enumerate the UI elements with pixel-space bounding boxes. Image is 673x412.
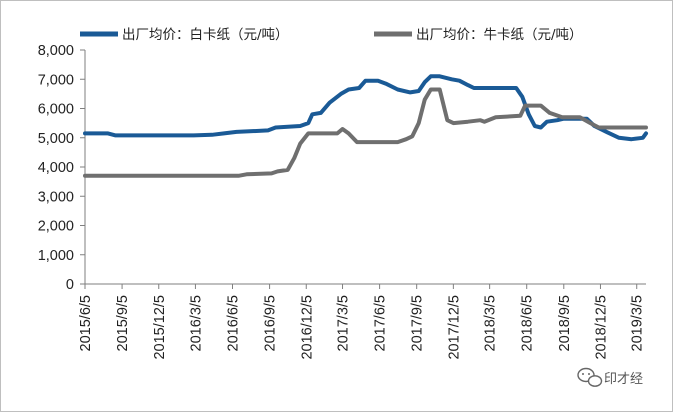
x-tick-label: 2017/3/5 xyxy=(336,295,352,351)
y-axis-ticks: 0 1,000 2,000 3,000 4,000 5,000 6,000 7,000 8,00… xyxy=(38,43,85,293)
y-tick-label: 7,000 xyxy=(38,72,74,88)
x-tick-label: 2015/12/5 xyxy=(152,295,168,360)
watermark: 印才经 xyxy=(577,367,643,387)
wechat-icon xyxy=(577,367,603,387)
x-tick-label: 2017/9/5 xyxy=(410,295,426,351)
x-tick-label: 2015/6/5 xyxy=(78,295,94,351)
x-tick-label: 2018/6/5 xyxy=(520,295,536,351)
legend: 出厂均价：白卡纸（元/吨） 出厂均价：牛卡纸（元/吨） xyxy=(80,27,583,43)
y-tick-label: 1,000 xyxy=(38,248,74,264)
y-tick-label: 4,000 xyxy=(38,160,74,176)
y-tick-label: 6,000 xyxy=(38,102,74,118)
x-tick-label: 2018/9/5 xyxy=(557,295,573,351)
plot-area xyxy=(83,74,648,178)
legend-label-kraft-board: 出厂均价：牛卡纸（元/吨） xyxy=(416,27,583,43)
x-tick-label: 2015/9/5 xyxy=(115,295,131,351)
legend-item-kraft-board: 出厂均价：牛卡纸（元/吨） xyxy=(374,27,583,43)
y-tick-label: 8,000 xyxy=(38,43,74,59)
x-tick-label: 2016/6/5 xyxy=(226,295,242,351)
series-line-kraft-board xyxy=(83,87,648,178)
y-tick-label: 5,000 xyxy=(38,131,74,147)
watermark-text: 印才经 xyxy=(604,372,643,387)
x-tick-label: 2018/3/5 xyxy=(483,295,499,351)
x-axis-ticks: 2015/6/5 2015/9/5 2015/12/5 2016/3/5 2016/6/… xyxy=(78,284,646,360)
y-tick-label: 3,000 xyxy=(38,189,74,205)
x-tick-label: 2017/6/5 xyxy=(373,295,389,351)
legend-item-white-board: 出厂均价：白卡纸（元/吨） xyxy=(80,27,289,43)
x-tick-label: 2016/3/5 xyxy=(188,295,204,351)
x-tick-label: 2019/3/5 xyxy=(630,295,646,351)
legend-label-white-board: 出厂均价：白卡纸（元/吨） xyxy=(122,27,289,43)
x-tick-label: 2016/12/5 xyxy=(299,295,315,360)
x-tick-label: 2018/12/5 xyxy=(593,295,609,360)
y-tick-label: 0 xyxy=(66,277,74,293)
x-tick-label: 2016/9/5 xyxy=(263,295,279,351)
x-tick-label: 2017/12/5 xyxy=(446,295,462,360)
y-tick-label: 2,000 xyxy=(38,219,74,235)
